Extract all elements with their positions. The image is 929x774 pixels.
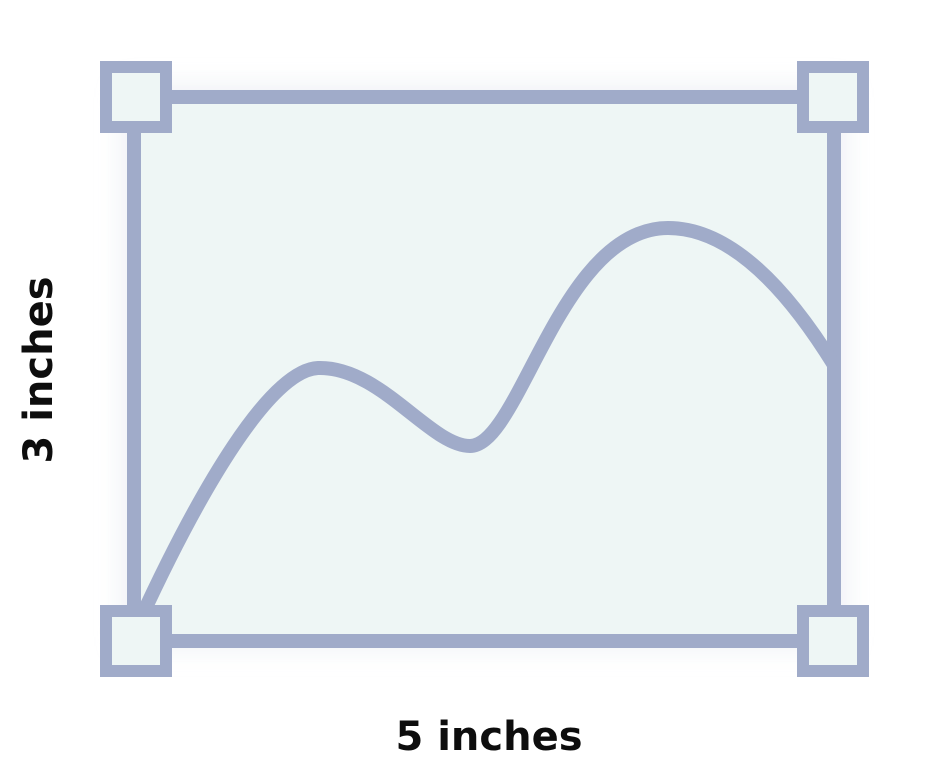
frame-fill (134, 97, 834, 641)
bottom-right-resize-handle[interactable] (797, 605, 869, 677)
width-label: 5 inches (395, 714, 582, 760)
wave-curve (133, 221, 841, 627)
bottom-left-resize-handle[interactable] (100, 605, 172, 677)
top-right-resize-handle[interactable] (797, 61, 869, 133)
height-label: 3 inches (16, 276, 62, 463)
top-left-resize-handle[interactable] (100, 61, 172, 133)
